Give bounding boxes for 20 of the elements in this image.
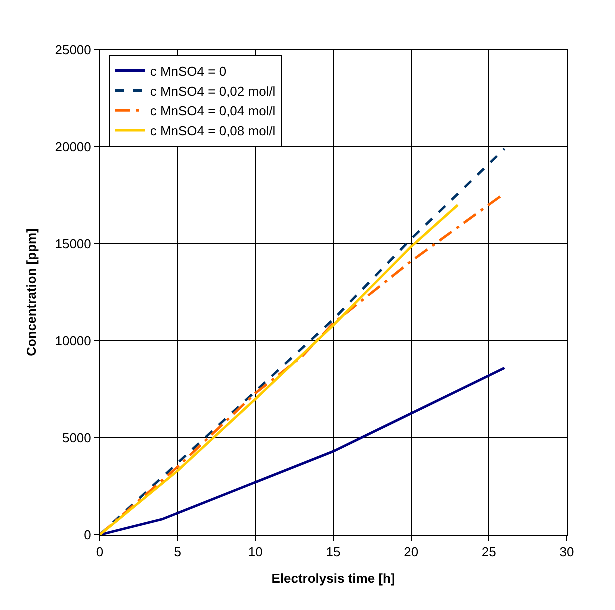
x-tick-label: 15 — [326, 544, 341, 560]
y-tick-label: 25000 — [55, 42, 92, 58]
y-tick-label: 0 — [84, 528, 92, 543]
y-tick-label: 5000 — [62, 430, 92, 446]
legend-label: c MnSO4 = 0,08 mol/l — [150, 124, 276, 139]
y-tick-label: 20000 — [55, 140, 92, 155]
x-tick-label: 0 — [96, 544, 104, 560]
x-tick-label: 30 — [560, 544, 574, 560]
x-tick-label: 10 — [248, 544, 263, 560]
y-tick-label: 15000 — [55, 236, 92, 252]
x-tick-label: 25 — [482, 544, 496, 560]
legend-label: c MnSO4 = 0,02 mol/l — [150, 84, 276, 99]
legend-label: c MnSO4 = 0,04 mol/l — [150, 104, 276, 119]
legend-label: c MnSO4 = 0 — [150, 64, 227, 79]
y-axis-title: Concentration [ppm] — [24, 228, 40, 356]
x-tick-label: 20 — [404, 544, 419, 560]
x-tick-label: 5 — [174, 544, 182, 560]
line-series — [100, 366, 506, 535]
x-axis-title: Electrolysis time [h] — [272, 571, 396, 586]
y-tick-label: 10000 — [55, 334, 92, 349]
